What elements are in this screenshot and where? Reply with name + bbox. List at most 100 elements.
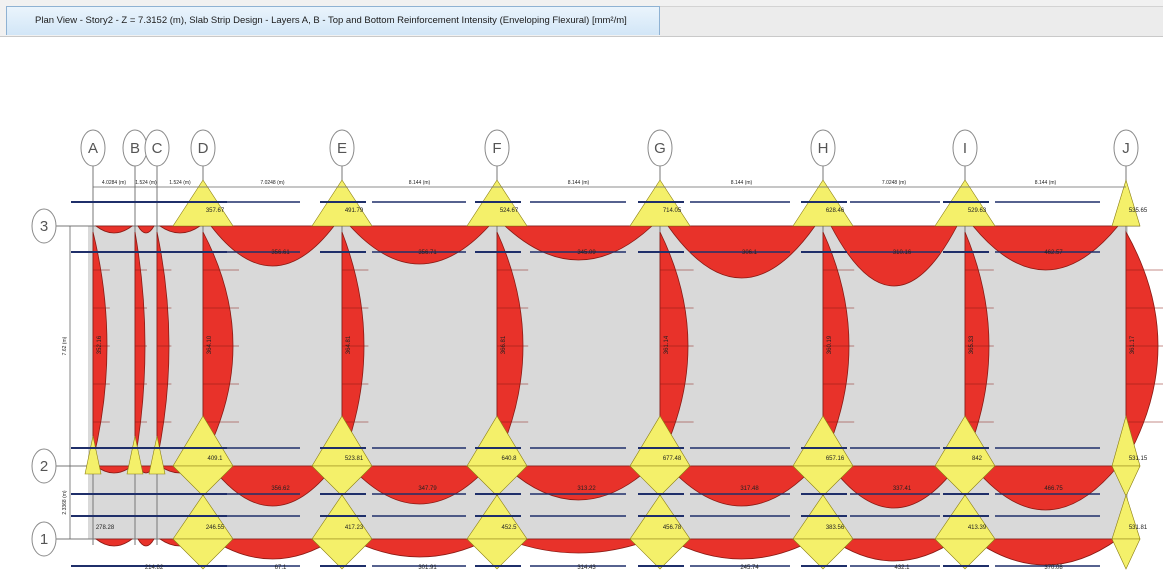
bottom-reinforcement-shape [830,225,958,287]
grid-bubble-row-3[interactable] [31,208,57,244]
reinforcement-value: 361.17 [1130,335,1136,354]
top-reinforcement-shape [629,538,691,570]
top-reinforcement-shape [148,435,166,475]
grid-bubble-label-E: E [337,140,347,157]
reinforcement-value: 714.05 [663,208,682,214]
span-dimension-label: 1.524 (m) [135,180,157,186]
reinforcement-value: 531.81 [1129,525,1148,531]
reinforcement-value: 278.28 [96,525,115,531]
grid-bubble-label-J: J [1122,140,1130,157]
reinforcement-value: 432.1 [894,565,910,571]
grid-bubble-I[interactable] [952,129,978,167]
grid-bubble-row-label-2: 2 [40,458,48,475]
reinforcement-value: 360.19 [827,335,833,354]
top-reinforcement-shape [792,465,854,497]
bottom-reinforcement-shape [971,538,1120,566]
grid-bubble-row-1[interactable] [31,521,57,557]
span-dimension-label: 8.144 (m) [409,180,431,186]
dimension-lines: 4.0284 (m) 1.524 (m) 1.524 (m) 7.0248 (m) 8.… [62,180,1126,539]
reinforcement-value: 366.81 [501,335,507,354]
reinforcement-value: 313.22 [577,486,596,492]
grid-bubble-A[interactable] [80,129,106,167]
tab-bar-filler [660,6,1163,36]
top-reinforcement-shape [311,538,373,570]
span-dimension-label: 8.144 (m) [568,180,590,186]
reinforcement-value: 677.48 [663,456,682,462]
reinforcement-value: 301.91 [418,565,437,571]
reinforcement-value: 245.74 [740,565,759,571]
top-reinforcement-shape [172,465,234,497]
bottom-reinforcement-shape [349,225,490,265]
top-reinforcement-shape [1111,538,1141,570]
span-dimension-label: 1.524 (m) [169,180,191,186]
top-reinforcement-shape [466,538,528,570]
reinforcement-value: 246.55 [206,525,225,531]
reinforcement-value: 462.57 [1044,250,1063,256]
reinforcement-value: 417.23 [345,525,364,531]
grid-bubble-C[interactable] [144,129,170,167]
reinforcement-value: 452.5 [501,525,517,531]
reinforcement-value: 356.62 [271,486,290,492]
reinforcement-value: 409.1 [207,456,223,462]
reinforcement-value: 640.8 [501,456,517,462]
grid-bubble-label-A: A [88,140,98,157]
plan-view-tab[interactable]: Plan View - Story2 - Z = 7.3152 (m), Sla… [6,6,660,35]
grid-bubble-row-2[interactable] [31,448,57,484]
reinforcement-value: 67.1 [275,565,287,571]
reinforcement-value: 657.16 [826,456,845,462]
reinforcement-value: 310.16 [893,250,912,256]
reinforcement-value: 306.1 [742,250,758,256]
top-reinforcement-shape [934,465,996,497]
grid-bubble-H[interactable] [810,129,836,167]
reinforcement-value: 356.71 [418,250,437,256]
reinforcement-value: 357.67 [206,208,225,214]
top-reinforcement-shape [172,538,234,570]
reinforcement-value: 347.79 [418,486,437,492]
reinforcement-value: 491.79 [345,208,364,214]
grid-bubble-F[interactable] [484,129,510,167]
span-dimension-label: 4.0284 (m) [102,180,127,186]
reinforcement-value: 364.10 [207,335,213,354]
span-dimension-label: 8.144 (m) [1035,180,1057,186]
reinforcement-value: 628.46 [826,208,845,214]
top-reinforcement-shape [792,538,854,570]
design-strip-lines [71,201,1100,567]
top-reinforcement-shape [126,435,144,475]
reinforcement-value: 337.41 [893,486,912,492]
grid-bubble-label-H: H [818,140,829,157]
reinforcement-value: 214.82 [145,565,164,571]
reinforcement-value: 370.08 [1044,565,1063,571]
reinforcement-value: 535.65 [1129,208,1148,214]
reinforcement-value: 529.63 [968,208,987,214]
grid-bubble-label-F: F [492,140,501,157]
bottom-reinforcement-shape [94,538,134,547]
document-tab-bar: Plan View - Story2 - Z = 7.3152 (m), Sla… [0,0,1163,37]
reinforcement-value: 361.14 [664,335,670,354]
top-reinforcement-shape [466,465,528,497]
top-reinforcement-shape [629,465,691,497]
grid-bubble-G[interactable] [647,129,673,167]
grid-bubble-label-G: G [654,140,666,157]
reinforcement-value: 365.33 [969,335,975,354]
reinforcement-value: 317.48 [740,486,759,492]
span-dimension-label: 7.0248 (m) [260,180,285,186]
reinforcement-value: 413.39 [968,525,987,531]
reinforcement-value: 364.81 [346,335,352,354]
grid-bubble-J[interactable] [1113,129,1139,167]
reinforcement-value: 456.78 [663,525,682,531]
grid-bubble-D[interactable] [190,129,216,167]
top-reinforcement-shape [311,465,373,497]
span-dimension-label: 2.3368 (m) [62,490,68,515]
bottom-reinforcement-shape [667,538,816,560]
grid-bubbles[interactable]: A B C D E F G H I J 3 2 1 [31,129,1139,557]
grid-bubble-E[interactable] [329,129,355,167]
reinforcement-value: 383.56 [826,525,845,531]
top-reinforcement-shape [84,435,102,475]
span-dimension-label: 7.0248 (m) [882,180,907,186]
bottom-reinforcement-shape [137,538,155,547]
reinforcement-value-labels: 357.67 491.79 524.67 714.05 628.46 529.63 535.… [96,208,1148,571]
bottom-reinforcement-shape [137,225,155,234]
reinforcement-value: 352.16 [97,335,103,354]
bottom-reinforcement-shape [972,465,1119,511]
slab-strip-plan-view[interactable]: 4.0284 (m) 1.524 (m) 1.524 (m) 7.0248 (m) 8.… [0,36,1163,576]
